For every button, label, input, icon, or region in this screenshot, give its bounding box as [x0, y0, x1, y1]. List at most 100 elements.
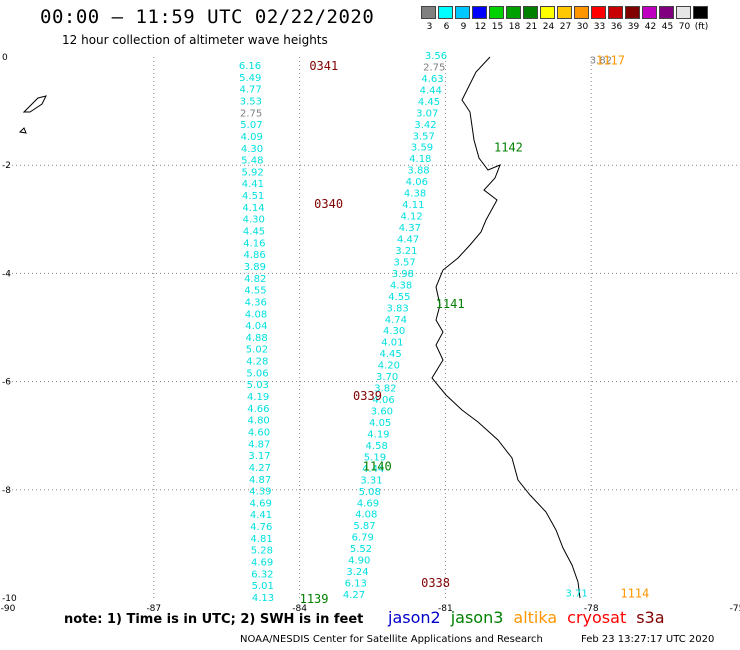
wave-height-value: 4.47 [397, 234, 419, 245]
timestamp: Feb 23 13:27:17 UTC 2020 [581, 634, 715, 645]
wave-height-tracks: 6.165.494.773.532.755.074.094.305.485.92… [239, 51, 612, 604]
wave-height-value: 4.69 [357, 498, 379, 509]
legend-swatch [659, 6, 674, 19]
axis-ticks: -90 -87 -84 -81 -78 -75 0 -2 -4 -6 -8 -10 [1, 53, 740, 614]
wave-height-value: 6.16 [239, 61, 261, 72]
wave-height-value: 2.75 [240, 108, 262, 119]
wave-height-value: 4.20 [378, 361, 400, 372]
wave-height-value: 4.80 [248, 416, 270, 427]
wave-height-value: 4.51 [242, 191, 264, 202]
legend-swatch [455, 6, 470, 19]
wave-height-value: 4.06 [373, 395, 395, 406]
pass-label: 1141 [436, 297, 465, 311]
wave-height-value: 4.41 [250, 510, 272, 521]
wave-height-value: 5.19 [364, 452, 386, 463]
wave-height-value: 3.56 [425, 51, 447, 62]
wave-height-value: 3.59 [411, 143, 433, 154]
wave-height-value: 5.28 [251, 546, 273, 557]
legend-value: 6 [443, 22, 450, 32]
y-tick-label: -4 [2, 269, 11, 279]
wave-height-value: 4.19 [247, 392, 269, 403]
wave-height-value: 4.08 [245, 309, 267, 320]
satellite-name: jason2 [388, 608, 441, 627]
legend-swatch [625, 6, 640, 19]
wave-height-value: 4.38 [390, 280, 412, 291]
legend-labels: 3 6 9 12 15 18 21 24 27 30 33 36 39 42 45 70 (ft) [421, 22, 710, 32]
legend-value: 3 [426, 22, 433, 32]
credit-text: NOAA/NESDIS Center for Satellite Applica… [240, 634, 543, 645]
coastline-path [431, 56, 581, 599]
wave-height-value: 5.08 [359, 487, 381, 498]
legend-value: 36 [610, 22, 623, 32]
wave-height-value: 4.09 [241, 132, 263, 143]
island-outline [18, 127, 27, 134]
wave-height-value: 4.58 [366, 441, 388, 452]
legend-value: 15 [491, 22, 504, 32]
map-grid [8, 57, 737, 598]
wave-height-value: 4.45 [380, 349, 402, 360]
legend-value: 30 [576, 22, 589, 32]
wave-height-value: 4.28 [246, 357, 268, 368]
wave-height-value: 4.16 [243, 238, 265, 249]
satellite-name: cryosat [567, 608, 627, 627]
wave-height-value: 4.45 [243, 227, 265, 238]
pass-label: 1139 [300, 592, 329, 606]
wave-height-value: 6.13 [345, 579, 367, 590]
wave-height-value: 3.82 [590, 56, 612, 67]
legend-swatch [438, 6, 453, 19]
legend-swatch [489, 6, 504, 19]
wave-height-value: 4.55 [388, 292, 410, 303]
footer-note: note: 1) Time is in UTC; 2) SWH is in fe… [64, 612, 364, 627]
wave-height-value: 4.66 [247, 404, 269, 415]
wave-height-value: 4.55 [244, 286, 266, 297]
wave-height-value: 4.30 [241, 144, 263, 155]
wave-height-value: 4.06 [406, 177, 428, 188]
wave-height-value: 4.12 [400, 212, 422, 223]
wave-height-value: 3.57 [393, 257, 415, 268]
x-tick-label: -90 [1, 604, 16, 614]
legend-swatch [472, 6, 487, 19]
legend-value: 39 [627, 22, 640, 32]
wave-height-value: 5.03 [247, 380, 269, 391]
wave-height-value: 3.57 [413, 131, 435, 142]
legend-value: 33 [593, 22, 606, 32]
wave-height-value: 4.04 [245, 321, 267, 332]
wave-height-value: 4.36 [245, 297, 267, 308]
pass-label: 0339 [353, 389, 382, 403]
wave-height-value: 4.11 [402, 200, 424, 211]
wave-height-value: 4.18 [409, 154, 431, 165]
legend-swatches [421, 6, 710, 19]
wave-height-value: 4.76 [250, 522, 272, 533]
y-tick-label: -6 [2, 378, 11, 388]
x-tick-label: -84 [292, 604, 307, 614]
wave-height-value: 5.52 [350, 544, 372, 555]
wave-height-value: 4.88 [246, 333, 268, 344]
coastline [18, 56, 581, 599]
wave-height-value: 3.17 [248, 451, 270, 462]
legend-swatch [642, 6, 657, 19]
wave-height-value: 3.42 [414, 120, 436, 131]
wave-height-value: 4.19 [367, 429, 389, 440]
wave-height-value: 3.88 [407, 166, 429, 177]
wave-height-value: 4.81 [250, 534, 272, 545]
wave-height-value: 5.48 [241, 156, 263, 167]
wave-height-value: 4.13 [252, 593, 274, 604]
wave-height-value: 3.82 [374, 384, 396, 395]
legend-swatch [591, 6, 606, 19]
pass-labels: 0341 0340 0339 0338 1117 1142 1141 1140 1139 1114 [300, 54, 650, 606]
wave-height-value: 3.83 [386, 303, 408, 314]
legend-swatch [421, 6, 436, 19]
y-tick-label: 0 [2, 53, 8, 63]
legend-value: 21 [525, 22, 538, 32]
wave-height-value: 4.87 [248, 439, 270, 450]
wave-height-value: 4.87 [249, 475, 271, 486]
map-subtitle: 12 hour collection of altimeter wave hei… [62, 33, 328, 47]
wave-height-value: 4.77 [239, 85, 261, 96]
wave-height-value: 4.90 [348, 556, 370, 567]
satellite-legend: jason2 jason3 altika cryosat s3a [388, 608, 665, 627]
wave-height-value: 4.01 [381, 338, 403, 349]
wave-height-value: 4.82 [244, 274, 266, 285]
wave-height-value: 2.75 [423, 62, 445, 73]
wave-height-value: 4.37 [399, 223, 421, 234]
